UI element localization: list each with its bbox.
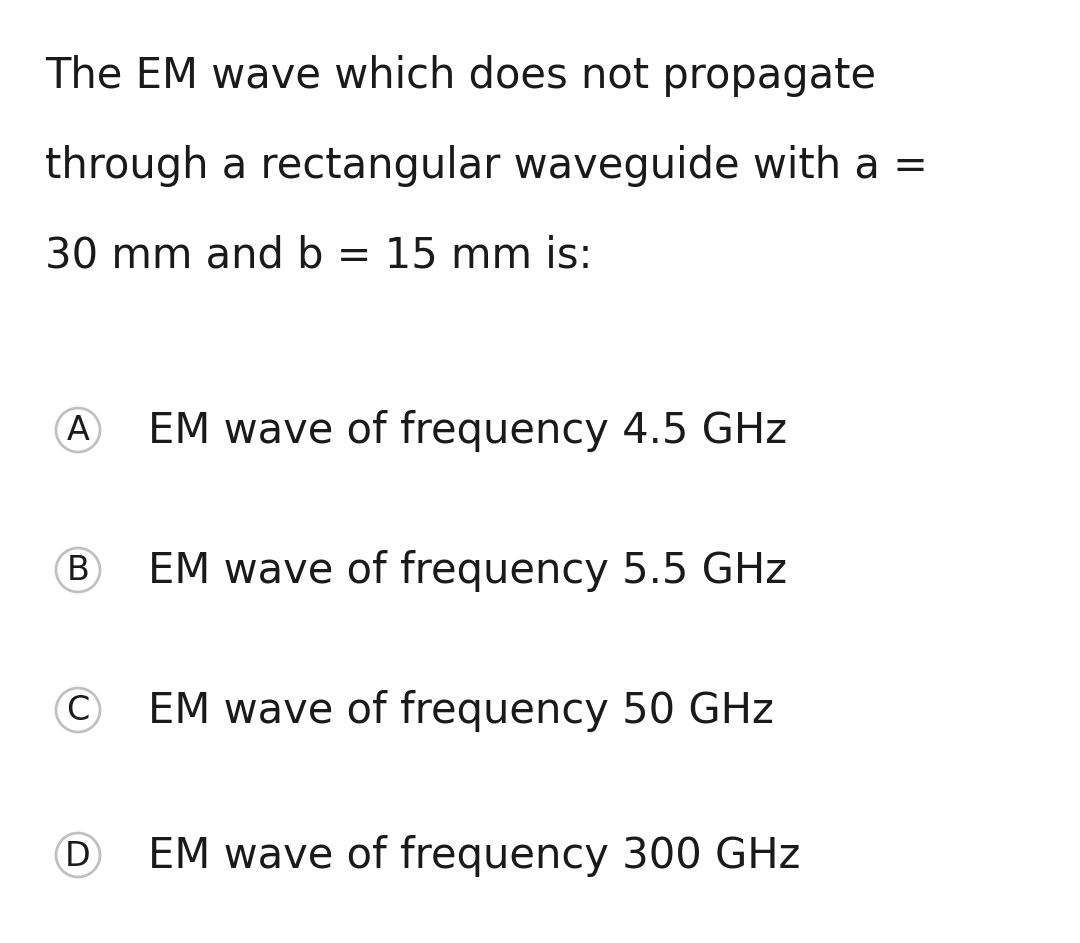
- Text: EM wave of frequency 5.5 GHz: EM wave of frequency 5.5 GHz: [148, 550, 787, 592]
- Text: through a rectangular waveguide with a =: through a rectangular waveguide with a =: [45, 145, 928, 187]
- Text: EM wave of frequency 4.5 GHz: EM wave of frequency 4.5 GHz: [148, 410, 787, 452]
- Text: The EM wave which does not propagate: The EM wave which does not propagate: [45, 55, 876, 97]
- Text: 30 mm and b = 15 mm is:: 30 mm and b = 15 mm is:: [45, 235, 593, 277]
- Ellipse shape: [56, 833, 100, 877]
- Text: EM wave of frequency 300 GHz: EM wave of frequency 300 GHz: [148, 835, 800, 877]
- Text: EM wave of frequency 50 GHz: EM wave of frequency 50 GHz: [148, 690, 773, 732]
- Text: A: A: [67, 415, 90, 448]
- Text: D: D: [65, 839, 91, 872]
- Text: C: C: [66, 694, 90, 727]
- Ellipse shape: [56, 548, 100, 592]
- Text: B: B: [67, 554, 90, 587]
- Ellipse shape: [56, 408, 100, 452]
- Ellipse shape: [56, 688, 100, 732]
